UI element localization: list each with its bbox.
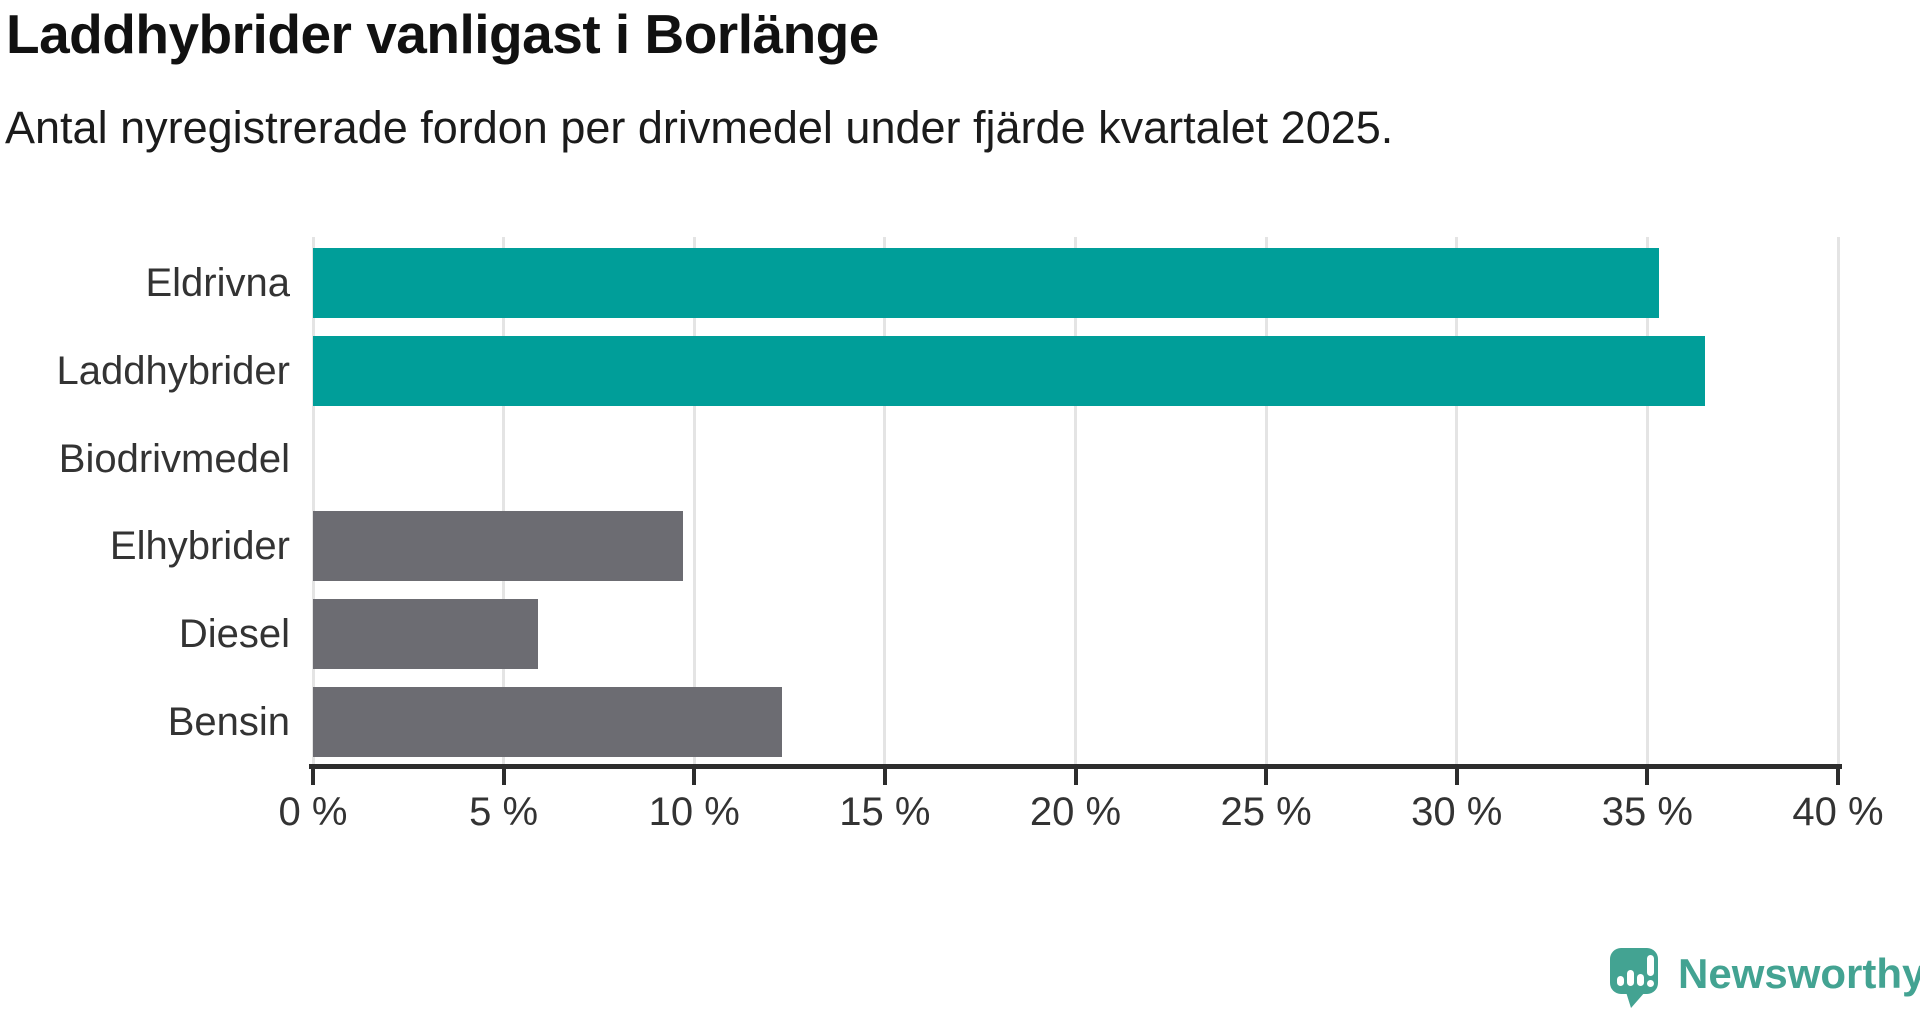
gridline-25 [1264,237,1268,764]
gridline-20 [1074,237,1077,764]
x-tick-30 [1454,768,1459,785]
bar-elhybrider [313,511,683,582]
x-tick-35 [1645,768,1650,785]
speech-bubble-tail-icon [1626,992,1645,1008]
x-tick-label-10: 10 % [648,790,740,834]
category-label-biodrivmedel: Biodrivmedel [58,436,290,481]
chart-subtitle: Antal nyregistrerade fordon per drivmede… [5,102,1394,153]
logo-bar-large-icon [1627,970,1634,986]
category-label-diesel: Diesel [178,612,290,657]
brand-name: Newsworthy [1678,950,1920,997]
x-tick-label-20: 20 % [1029,790,1122,834]
x-tick-label-5: 5 % [469,790,539,834]
category-label-bensin: Bensin [167,700,290,744]
bar-bensin [313,687,782,757]
gridline-35 [1645,237,1649,764]
category-label-elhybrider: Elhybrider [109,524,290,569]
bar-diesel [313,599,538,670]
logo-exclamation-dot-icon [1647,980,1654,987]
x-tick-label-30: 30 % [1411,790,1503,834]
gridline-0 [311,237,315,764]
logo-bar-small-icon [1617,976,1624,986]
speech-bubble-bar-chart-icon [1610,948,1658,994]
x-tick-label-40: 40 % [1792,790,1884,834]
gridline-10 [692,237,696,764]
gridline-15 [883,237,887,764]
x-tick-0 [311,768,315,785]
gridline-40 [1836,237,1840,764]
x-tick-label-35: 35 % [1601,790,1693,834]
logo-bar-medium-icon [1637,974,1644,986]
x-tick-10 [692,768,697,785]
bar-laddhybrider [313,335,1705,406]
category-label-eldrivna: Eldrivna [145,261,290,305]
x-tick-label-15: 15 % [839,790,931,834]
logo-exclamation-stem-icon [1647,955,1654,976]
bar-eldrivna [313,248,1659,318]
x-tick-40 [1836,768,1840,785]
x-tick-15 [882,768,887,785]
x-tick-label-0: 0 % [278,790,348,834]
x-tick-20 [1073,768,1078,785]
gridline-30 [1455,237,1459,764]
chart-title: Laddhybrider vanligast i Borlänge [6,3,879,65]
gridline-5 [502,237,506,764]
x-tick-label-25: 25 % [1220,790,1312,834]
x-tick-5 [501,768,506,785]
x-tick-25 [1264,768,1269,785]
x-axis-line [309,764,1842,769]
category-label-laddhybrider: Laddhybrider [56,348,291,393]
